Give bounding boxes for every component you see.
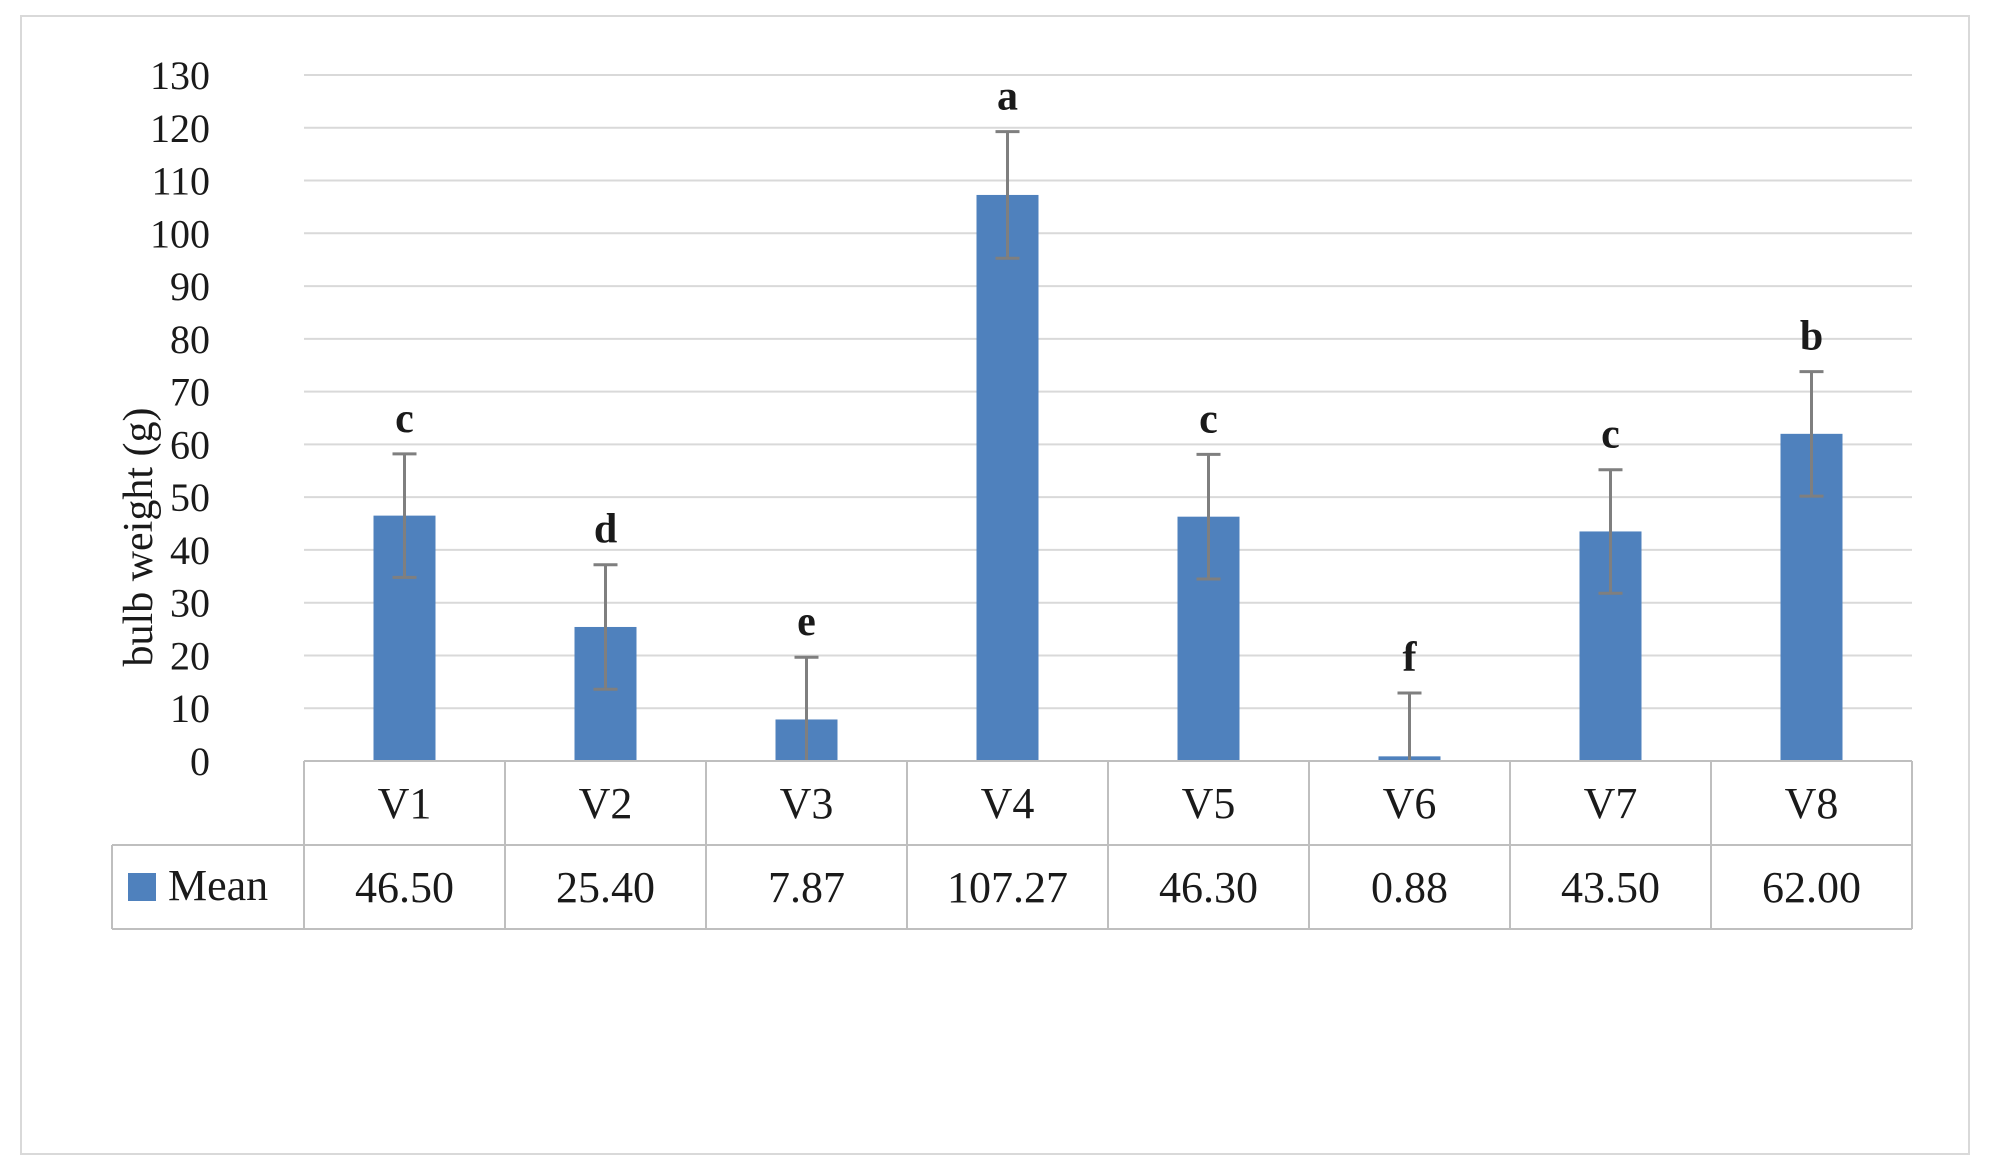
y-tick-label: 30 (170, 581, 210, 626)
data-table-value: 0.88 (1371, 863, 1448, 912)
significance-letters: c d e a c f c b (395, 74, 1823, 681)
x-category-label: V4 (981, 779, 1035, 828)
y-tick-label: 110 (151, 159, 210, 204)
error-bar (392, 452, 417, 579)
error-bar (593, 563, 618, 691)
significance-letter: f (1403, 635, 1418, 681)
data-table-value: 46.50 (355, 863, 454, 912)
data-table-value: 46.30 (1159, 863, 1258, 912)
error-bar (995, 130, 1020, 260)
significance-letter: c (1601, 412, 1620, 458)
x-category-label: V5 (1182, 779, 1236, 828)
legend-swatch (128, 873, 156, 901)
significance-letter: c (1199, 396, 1218, 442)
y-tick-label: 60 (170, 422, 210, 467)
y-tick-label: 80 (170, 317, 210, 362)
error-bar (794, 655, 819, 761)
y-tick-label: 40 (170, 528, 210, 573)
error-bar (1196, 452, 1221, 581)
y-tick-label: 10 (170, 686, 210, 731)
error-bar (1598, 468, 1623, 595)
chart-frame: 0 10 20 30 40 50 60 70 80 90 100 110 120 130 bulb wei… (20, 15, 1970, 1155)
x-category-label: V7 (1584, 779, 1638, 828)
bars (373, 194, 1843, 761)
error-bar (1397, 691, 1422, 761)
significance-letter: c (395, 396, 414, 442)
y-tick-label: 50 (170, 475, 210, 520)
x-category-label: V3 (780, 779, 834, 828)
data-table: V1 V2 V3 V4 V5 V6 V7 V8 46.50 25.40 7.87 107.27 46.3… (111, 760, 1913, 930)
data-table-value: 7.87 (768, 863, 845, 912)
y-tick-label: 20 (170, 633, 210, 678)
x-category-label: V8 (1785, 779, 1839, 828)
y-tick-label: 100 (150, 211, 210, 256)
legend-label: Mean (168, 861, 268, 910)
data-table-value: 62.00 (1762, 863, 1861, 912)
bar-chart: 0 10 20 30 40 50 60 70 80 90 100 110 120 130 bulb wei… (111, 53, 1913, 930)
data-table-value: 25.40 (556, 863, 655, 912)
significance-letter: e (797, 599, 816, 645)
y-tick-label: 0 (190, 739, 210, 784)
significance-letter: a (997, 74, 1018, 120)
y-tick-label: 90 (170, 264, 210, 309)
data-table-value: 107.27 (947, 863, 1068, 912)
x-category-label: V6 (1383, 779, 1437, 828)
significance-letter: b (1800, 314, 1823, 360)
y-tick-label: 120 (150, 106, 210, 151)
y-axis-title: bulb weight (g) (116, 408, 162, 667)
x-category-label: V2 (579, 779, 633, 828)
error-bar (1799, 370, 1824, 498)
data-table-value: 43.50 (1561, 863, 1660, 912)
y-tick-label: 70 (170, 370, 210, 415)
gridlines (304, 74, 1912, 710)
y-tick-label: 130 (150, 53, 210, 98)
bar-V4 (976, 194, 1039, 761)
error-bars (392, 130, 1824, 761)
x-category-label: V1 (378, 779, 432, 828)
y-axis-ticks: 0 10 20 30 40 50 60 70 80 90 100 110 120 130 (150, 53, 210, 784)
significance-letter: d (594, 507, 617, 553)
